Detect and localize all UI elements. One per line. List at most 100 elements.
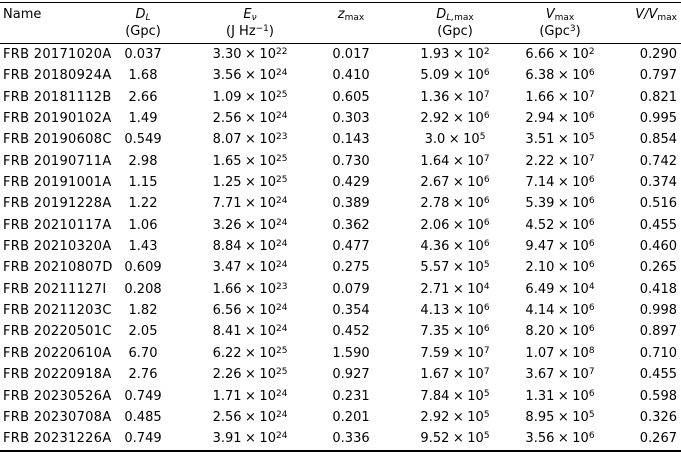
vmax-value-cell: 4.52 × 106 <box>525 217 595 233</box>
vvmax-value-cell: 0.455 <box>639 367 677 383</box>
energy-value-cell: 8.07 × 1023 <box>212 132 288 148</box>
dlmax-value-cell: 3.0 × 105 <box>424 132 486 148</box>
vvmax-symbol: V/V <box>635 7 658 22</box>
zmax-symbol: z <box>337 7 345 22</box>
dl-value-cell: 0.037 <box>124 47 162 62</box>
energy-value-cell: 7.71 × 1024 <box>212 196 288 212</box>
col-header-dl: DL (Gpc) <box>95 2 191 44</box>
table-row: FRB 20210320A 1.43 8.84 × 1024 0.477 4.36 ×… <box>0 236 681 257</box>
vmax-value-cell: 6.66 × 102 <box>525 47 595 62</box>
table-row: FRB 20211127I 0.208 1.66 × 1023 0.079 2.71… <box>0 279 681 300</box>
vvmax-value-cell: 0.267 <box>639 431 677 447</box>
vvmax-value-cell: 0.742 <box>639 153 677 169</box>
vmax-value-cell: 3.56 × 106 <box>525 431 595 447</box>
header-row: Name DL (Gpc) Eν (J Hz−1) zmax DL,max (G… <box>0 2 681 44</box>
frb-name-cell: FRB 20181112B <box>3 89 112 105</box>
vvmax-value-cell: 0.374 <box>639 175 677 191</box>
vvmax-value-cell: 0.516 <box>639 196 677 212</box>
vmax-value-cell: 3.67 × 107 <box>525 367 595 383</box>
vvmax-value-cell: 0.854 <box>639 132 677 148</box>
vmax-value-cell: 2.22 × 107 <box>525 153 595 169</box>
dl-value-cell: 0.549 <box>124 132 162 148</box>
table-row: FRB 20230708A 0.485 2.56 × 1024 0.201 2.92… <box>0 407 681 428</box>
dl-value-cell: 1.68 <box>128 68 158 84</box>
energy-value-cell: 3.26 × 1024 <box>212 217 288 233</box>
table-header: Name DL (Gpc) Eν (J Hz−1) zmax DL,max (G… <box>0 2 681 44</box>
frb-name-cell: FRB 20190711A <box>3 153 112 169</box>
dlmax-value-cell: 1.36 × 107 <box>420 89 490 105</box>
energy-value-cell: 2.56 × 1024 <box>212 409 288 425</box>
dlmax-value-cell: 2.67 × 106 <box>420 175 490 191</box>
energy-value-cell: 8.84 × 1024 <box>212 239 288 255</box>
vmax-value-cell: 1.31 × 106 <box>525 388 595 404</box>
dl-value-cell: 6.70 <box>128 345 158 361</box>
vmax-value-cell: 8.95 × 105 <box>525 409 595 425</box>
vmax-value-cell: 5.39 × 106 <box>525 196 595 212</box>
dlmax-value-cell: 2.78 × 106 <box>420 196 490 212</box>
dlmax-value-cell: 2.71 × 104 <box>420 281 490 297</box>
zmax-value-cell: 0.452 <box>332 324 370 340</box>
zmax-value-cell: 0.079 <box>332 281 370 297</box>
energy-value-cell: 3.91 × 1024 <box>212 431 288 447</box>
energy-value-cell: 1.71 × 1024 <box>212 388 288 404</box>
dlmax-value-cell: 4.13 × 106 <box>420 303 490 319</box>
dl-value-cell: 0.749 <box>124 431 162 447</box>
table-row: FRB 20191228A 1.22 7.71 × 1024 0.389 2.78 ×… <box>0 193 681 214</box>
dlmax-value-cell: 5.09 × 106 <box>420 68 490 84</box>
dlmax-value-cell: 5.57 × 105 <box>420 260 490 276</box>
zmax-value-cell: 0.410 <box>332 68 370 84</box>
dl-value-cell: 1.22 <box>128 196 158 212</box>
energy-value-cell: 3.47 × 1024 <box>212 260 288 276</box>
dlmax-unit: (Gpc) <box>437 24 473 39</box>
frb-name-cell: FRB 20180924A <box>3 68 112 84</box>
table-row: FRB 20231226A 0.749 3.91 × 1024 0.336 9.52… <box>0 428 681 450</box>
vvmax-value-cell: 0.797 <box>639 68 677 84</box>
col-header-vvmax: V/Vmax <box>603 2 681 44</box>
dlmax-value-cell: 2.06 × 106 <box>420 217 490 233</box>
dlmax-value-cell: 1.67 × 107 <box>420 367 490 383</box>
dl-value-cell: 0.749 <box>124 388 162 404</box>
table-row: FRB 20190102A 1.49 2.56 × 1024 0.303 2.92 ×… <box>0 108 681 129</box>
col-header-name: Name <box>0 2 95 44</box>
dlmax-value-cell: 7.35 × 106 <box>420 324 490 340</box>
zmax-value-cell: 0.429 <box>332 175 370 191</box>
dlmax-value-cell: 1.93 × 102 <box>420 47 490 62</box>
vmax-symbol: V <box>545 7 555 22</box>
table-row: FRB 20210117A 1.06 3.26 × 1024 0.362 2.06 ×… <box>0 215 681 236</box>
zmax-value-cell: 0.201 <box>332 409 370 425</box>
vvmax-value-cell: 0.265 <box>639 260 677 276</box>
vmax-value-cell: 4.14 × 106 <box>525 303 595 319</box>
frb-name-cell: FRB 20191228A <box>3 196 112 212</box>
dl-value-cell: 2.05 <box>128 324 158 340</box>
dlmax-value-cell: 7.84 × 105 <box>420 388 490 404</box>
vvmax-value-cell: 0.455 <box>639 217 677 233</box>
vvmax-value-cell: 0.821 <box>639 89 677 105</box>
vmax-value-cell: 1.66 × 107 <box>525 89 595 105</box>
col-header-zmax: zmax <box>309 2 393 44</box>
energy-value-cell: 1.66 × 1023 <box>212 281 288 297</box>
vmax-value-cell: 3.51 × 105 <box>525 132 595 148</box>
dl-unit: (Gpc) <box>125 24 161 39</box>
vvmax-value-cell: 0.598 <box>639 388 677 404</box>
zmax-value-cell: 0.275 <box>332 260 370 276</box>
vvmax-value-cell: 0.418 <box>639 281 677 297</box>
zmax-value-cell: 0.477 <box>332 239 370 255</box>
dlmax-value-cell: 1.64 × 107 <box>420 153 490 169</box>
table-body: FRB 20171020A 0.037 3.30 × 1022 0.017 1.93… <box>0 44 681 451</box>
frb-name-cell: FRB 20220610A <box>3 345 112 361</box>
table-row: FRB 20230526A 0.749 1.71 × 1024 0.231 7.84… <box>0 386 681 407</box>
zmax-value-cell: 0.231 <box>332 388 370 404</box>
table-row: FRB 20220501C 2.05 8.41 × 1024 0.452 7.35 ×… <box>0 321 681 342</box>
dl-value-cell: 1.43 <box>128 239 158 255</box>
vmax-value-cell: 9.47 × 106 <box>525 239 595 255</box>
vmax-value-cell: 8.20 × 106 <box>525 324 595 340</box>
energy-value-cell: 3.56 × 1024 <box>212 68 288 84</box>
table-row: FRB 20210807D 0.609 3.47 × 1024 0.275 5.57… <box>0 257 681 278</box>
zmax-value-cell: 0.303 <box>332 111 370 127</box>
energy-value-cell: 8.41 × 1024 <box>212 324 288 340</box>
vvmax-value-cell: 0.710 <box>639 345 677 361</box>
col-header-dlmax: DL,max (Gpc) <box>393 2 517 44</box>
zmax-value-cell: 0.730 <box>332 153 370 169</box>
energy-symbol: E <box>243 7 252 22</box>
